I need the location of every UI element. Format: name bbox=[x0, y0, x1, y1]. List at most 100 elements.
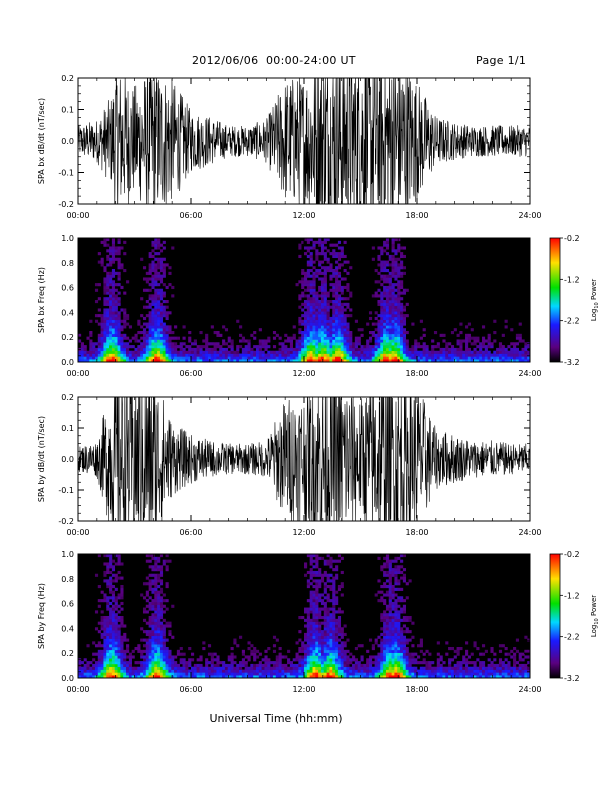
heatmap-cell bbox=[157, 672, 161, 676]
heatmap-cell bbox=[323, 240, 327, 244]
heatmap-cell bbox=[306, 618, 310, 622]
heatmap-cell bbox=[425, 675, 429, 679]
heatmap-cell bbox=[255, 356, 260, 360]
heatmap-cell bbox=[111, 647, 116, 651]
heatmap-cell bbox=[157, 333, 161, 337]
heatmap-cell bbox=[114, 328, 118, 332]
heatmap-cell bbox=[304, 610, 308, 614]
heatmap-cell bbox=[394, 618, 398, 622]
heatmap-cell bbox=[267, 663, 271, 668]
heatmap-cell bbox=[111, 322, 116, 326]
heatmap-cell bbox=[159, 297, 164, 301]
heatmap-cell bbox=[126, 280, 130, 284]
heatmap-cell bbox=[459, 666, 463, 670]
heatmap-cell bbox=[312, 635, 316, 639]
heatmap-cell bbox=[298, 669, 302, 673]
y-tick-label: 0.0 bbox=[61, 674, 74, 683]
heatmap-cell bbox=[385, 573, 390, 577]
heatmap-cell bbox=[397, 336, 401, 340]
heatmap-cell bbox=[346, 260, 350, 264]
heatmap-cell bbox=[100, 655, 104, 659]
heatmap-cell bbox=[100, 325, 104, 329]
heatmap-cell bbox=[106, 554, 110, 558]
heatmap-cell bbox=[337, 263, 342, 267]
heatmap-cell bbox=[298, 345, 302, 349]
heatmap-cell bbox=[346, 350, 350, 354]
heatmap-cell bbox=[159, 632, 164, 637]
heatmap-cell bbox=[103, 283, 107, 287]
heatmap-cell bbox=[165, 311, 169, 315]
heatmap-cell bbox=[335, 331, 339, 335]
heatmap-cell bbox=[527, 666, 531, 670]
heatmap-cell bbox=[97, 345, 101, 349]
heatmap-cell bbox=[377, 328, 381, 332]
heatmap-cell bbox=[202, 666, 206, 670]
heatmap-cell bbox=[301, 333, 305, 337]
heatmap-cell bbox=[391, 283, 395, 287]
heatmap-cell bbox=[380, 672, 384, 676]
heatmap-cell bbox=[320, 325, 325, 329]
heatmap-cell bbox=[100, 658, 104, 662]
heatmap-cell bbox=[513, 342, 517, 346]
heatmap-cell bbox=[309, 246, 313, 250]
heatmap-cell bbox=[400, 576, 404, 580]
heatmap-cell bbox=[383, 263, 387, 267]
heatmap-cell bbox=[298, 243, 302, 247]
heatmap-cell bbox=[120, 635, 124, 639]
heatmap-cell bbox=[159, 356, 164, 360]
heatmap-cell bbox=[318, 649, 322, 653]
heatmap-cell bbox=[304, 339, 308, 343]
heatmap-cell bbox=[287, 666, 291, 670]
heatmap-cell bbox=[417, 644, 421, 648]
heatmap-cell bbox=[309, 325, 313, 329]
heatmap-cell bbox=[114, 630, 118, 634]
heatmap-cell bbox=[405, 672, 409, 676]
heatmap-cell bbox=[487, 342, 491, 346]
heatmap-cell bbox=[162, 294, 166, 298]
heatmap-cell bbox=[289, 339, 294, 343]
heatmap-cell bbox=[154, 271, 158, 275]
heatmap-cell bbox=[402, 644, 407, 648]
heatmap-cell bbox=[340, 302, 344, 306]
heatmap-cell bbox=[159, 616, 164, 620]
heatmap-cell bbox=[309, 300, 313, 304]
heatmap-cell bbox=[103, 627, 107, 631]
heatmap-cell bbox=[213, 663, 217, 668]
heatmap-cell bbox=[402, 291, 407, 295]
heatmap-cell bbox=[103, 618, 107, 622]
heatmap-cell bbox=[168, 658, 172, 662]
heatmap-cell bbox=[126, 644, 130, 648]
heatmap-cell bbox=[371, 661, 375, 665]
heatmap-cell bbox=[397, 644, 401, 648]
heatmap-cell bbox=[496, 672, 500, 676]
heatmap-cell bbox=[377, 347, 381, 352]
heatmap-cell bbox=[151, 601, 155, 606]
heatmap-cell bbox=[165, 353, 169, 357]
heatmap-cell bbox=[258, 328, 262, 332]
heatmap-cell bbox=[312, 585, 316, 589]
heatmap-cell bbox=[490, 356, 494, 360]
heatmap-cell bbox=[315, 647, 319, 651]
heatmap-cell bbox=[462, 669, 466, 673]
heatmap-cell bbox=[315, 658, 319, 662]
heatmap-cell bbox=[436, 663, 440, 668]
heatmap-cell bbox=[162, 675, 166, 679]
heatmap-cell bbox=[309, 630, 313, 634]
heatmap-cell bbox=[289, 356, 294, 360]
heatmap-cell bbox=[383, 359, 387, 363]
heatmap-cell bbox=[97, 649, 101, 653]
heatmap-cell bbox=[453, 663, 457, 668]
x-tick-label: 24:00 bbox=[518, 369, 541, 378]
heatmap-cell bbox=[408, 675, 412, 679]
heatmap-cell bbox=[465, 649, 469, 653]
heatmap-cell bbox=[111, 280, 116, 284]
heatmap-cell bbox=[162, 610, 166, 614]
heatmap-cell bbox=[196, 669, 200, 673]
heatmap-cell bbox=[450, 353, 455, 357]
heatmap-cell bbox=[400, 285, 404, 290]
heatmap-cell bbox=[106, 672, 110, 676]
heatmap-cell bbox=[247, 359, 251, 363]
heatmap-cell bbox=[315, 254, 319, 259]
heatmap-cell bbox=[388, 649, 392, 653]
y-tick-label: 0.2 bbox=[61, 393, 74, 402]
